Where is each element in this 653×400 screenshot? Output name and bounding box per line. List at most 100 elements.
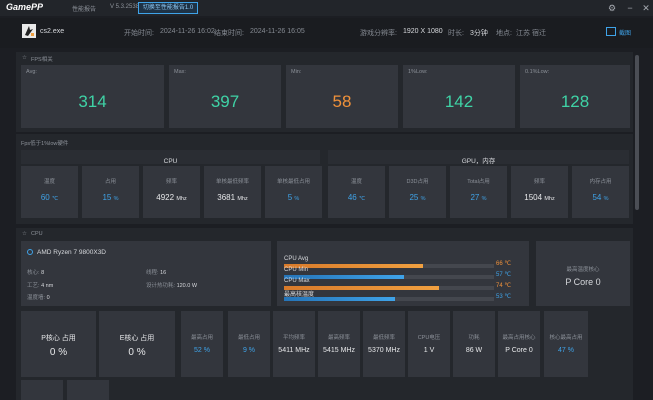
- cell-number: 5370 MHz: [368, 347, 400, 354]
- cell-label: 内存占用: [589, 179, 612, 185]
- cell-label: 频率: [533, 179, 545, 185]
- fps-card-1low: 1%Low: 142: [403, 65, 515, 128]
- start-time-label: 开始时间:: [124, 30, 154, 37]
- camera-icon[interactable]: [606, 27, 616, 36]
- duration: 3分钟: [470, 30, 488, 37]
- fps-section-icon: ☆: [22, 55, 27, 61]
- cpu-stat-cell: E核心 占用 0 %: [99, 311, 175, 377]
- cell-value: 15 %: [82, 193, 139, 202]
- cell-unit: ℃: [51, 196, 59, 202]
- cell-number: 5411 MHz: [278, 347, 310, 354]
- cell-label: 最高占用核心: [502, 335, 536, 341]
- cpu-section-icon: ☆: [22, 231, 27, 237]
- cell-value: 60 ℃: [21, 193, 78, 202]
- cpu-metric-cell: 单核最低占用 5 %: [265, 166, 322, 218]
- cell-label: 最低频率: [372, 335, 395, 341]
- cell-label: 温度: [43, 179, 55, 185]
- gpu-metric-cell: D3D占用 25 %: [389, 166, 446, 218]
- temp-bar-value: 74 ℃: [496, 283, 512, 289]
- cell-unit: Mhz: [544, 196, 555, 202]
- resolution: 1920 X 1080: [403, 28, 443, 35]
- cell-number: 27: [470, 193, 480, 202]
- temp-bar-fill: [284, 264, 423, 268]
- screenshot-button[interactable]: 截图: [619, 31, 632, 37]
- cpu-section-title: CPU: [31, 231, 43, 237]
- cell-unit: %: [481, 196, 487, 202]
- spec-value: 4 nm: [41, 283, 54, 289]
- cell-unit: %: [294, 196, 300, 202]
- fps-card-avg: Avg: 314: [21, 65, 164, 128]
- cell-number: 52 %: [194, 347, 210, 354]
- cell-value: 5415 MHz: [318, 347, 360, 354]
- temp-bar-label: 最高核温度: [284, 292, 315, 298]
- spec-label: 线程:: [146, 270, 159, 276]
- game-name: cs2.exe: [40, 28, 65, 35]
- end-time: 2024-11-26 16:05: [250, 28, 305, 35]
- cpu-stat-cell: 核心最高占用 47 %: [544, 311, 588, 377]
- cell-unit: ℃: [358, 196, 366, 202]
- cell-label: Total占用: [467, 179, 490, 185]
- spec-label: 设计热功耗:: [146, 283, 176, 289]
- cell-number: 1504: [524, 193, 543, 202]
- cell-unit: %: [113, 196, 119, 202]
- cell-label: CPU电压: [417, 335, 441, 341]
- switch-report-button[interactable]: 切换至性能报告1.0: [138, 2, 198, 14]
- cell-unit: Mhz: [176, 196, 187, 202]
- report-header: [0, 18, 653, 48]
- spec-value: 120.0 W: [176, 283, 198, 289]
- fps-card-value: 142: [444, 92, 474, 111]
- scrollbar[interactable]: [635, 55, 639, 210]
- cpu-model: AMD Ryzen 7 9800X3D: [37, 249, 107, 256]
- temp-bar-fill: [284, 275, 404, 279]
- app-logo: GamePP: [6, 2, 44, 12]
- fps-card-value: 397: [210, 92, 240, 111]
- cell-number: 3681: [217, 193, 236, 202]
- fps-card-label: Avg:: [26, 69, 37, 75]
- fps-card-value: 128: [560, 92, 590, 111]
- spec-value: 0: [46, 295, 50, 301]
- cell-number: 4922: [156, 193, 175, 202]
- cpu-temp-card: [277, 241, 529, 306]
- cpu-stat-cell: 平均频率 5411 MHz: [273, 311, 315, 377]
- fps-card-max: Max: 397: [169, 65, 281, 128]
- cell-label: 最高占用: [190, 335, 213, 341]
- cell-number: 46: [347, 193, 357, 202]
- temp-bar-fill: [284, 297, 395, 301]
- gpu-metric-cell: 频率 1504 Mhz: [511, 166, 568, 218]
- cpu-stat-cell: 最高占用核心 P Core 0: [498, 311, 540, 377]
- duration-label: 时长:: [448, 30, 464, 37]
- cell-label: 温度: [350, 179, 362, 185]
- fps-card-value: 314: [78, 92, 107, 111]
- cell-unit: Mhz: [237, 196, 248, 202]
- close-icon[interactable]: ✕: [642, 3, 650, 13]
- cell-label: 最高频率: [327, 335, 350, 341]
- cpu-stat-cell: 功耗 86 W: [453, 311, 495, 377]
- settings-icon[interactable]: ⚙: [607, 3, 617, 13]
- cell-number: 47 %: [558, 347, 574, 354]
- title-bar: [0, 0, 653, 16]
- cell-value: 9 %: [228, 347, 270, 354]
- region-label: 地点:: [496, 30, 512, 37]
- cell-number: P Core 0: [505, 347, 533, 354]
- fps-card-label: 1%Low:: [408, 69, 428, 75]
- cell-number: 15: [102, 193, 112, 202]
- cell-value: 1504 Mhz: [511, 193, 568, 202]
- fps-card-01low: 0.1%Low: 128: [520, 65, 630, 128]
- cell-label: 频率: [165, 179, 177, 185]
- cpu-stat-cell: 最低占用 9 %: [228, 311, 270, 377]
- cell-label: D3D占用: [406, 179, 429, 185]
- extra-cell: [67, 380, 109, 400]
- cell-value: 27 %: [450, 193, 507, 202]
- cell-number: 1 V: [423, 347, 435, 354]
- cell-label: E核心 占用: [119, 335, 155, 342]
- gpu-group-header: GPU，内存: [328, 150, 629, 165]
- game-icon: [22, 24, 36, 38]
- cell-label: P核心 占用: [41, 335, 76, 342]
- minimize-icon[interactable]: −: [627, 3, 633, 13]
- cell-label: 平均频率: [282, 335, 305, 341]
- cell-value: 3681 Mhz: [204, 193, 261, 202]
- cell-value: 46 ℃: [328, 193, 385, 202]
- cell-label: 单核最低频率: [215, 179, 249, 185]
- cell-label: 功耗: [468, 335, 480, 341]
- cell-value: 86 W: [453, 347, 495, 354]
